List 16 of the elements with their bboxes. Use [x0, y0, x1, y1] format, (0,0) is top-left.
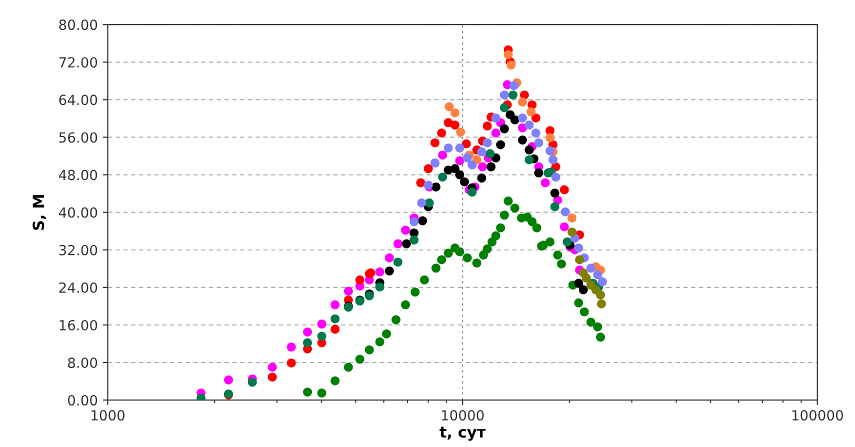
y-tick-label: 32.00 — [59, 244, 98, 256]
y-tick-label: 40.00 — [58, 207, 98, 218]
y-tick-label: 8.00 — [68, 357, 98, 368]
y-tick-label: 56.00 — [59, 132, 98, 143]
y-tick-label: 0.00 — [68, 395, 98, 406]
y-tick-label: 24.00 — [59, 282, 98, 293]
y-tick-label: 64.00 — [59, 94, 98, 106]
y-tick-label: 80.00 — [59, 20, 98, 30]
x-tick-label: 100000 — [792, 410, 843, 421]
x-axis-title: t, сут — [440, 426, 486, 441]
x-tick-label: 1000 — [92, 410, 124, 421]
y-tick-label: 72.00 — [59, 57, 98, 68]
y-axis-title: S, М — [32, 195, 46, 230]
x-tick-label: 10000 — [442, 410, 484, 421]
y-tick-label: 48.00 — [58, 170, 98, 180]
y-tick-label: 16.00 — [60, 320, 98, 330]
